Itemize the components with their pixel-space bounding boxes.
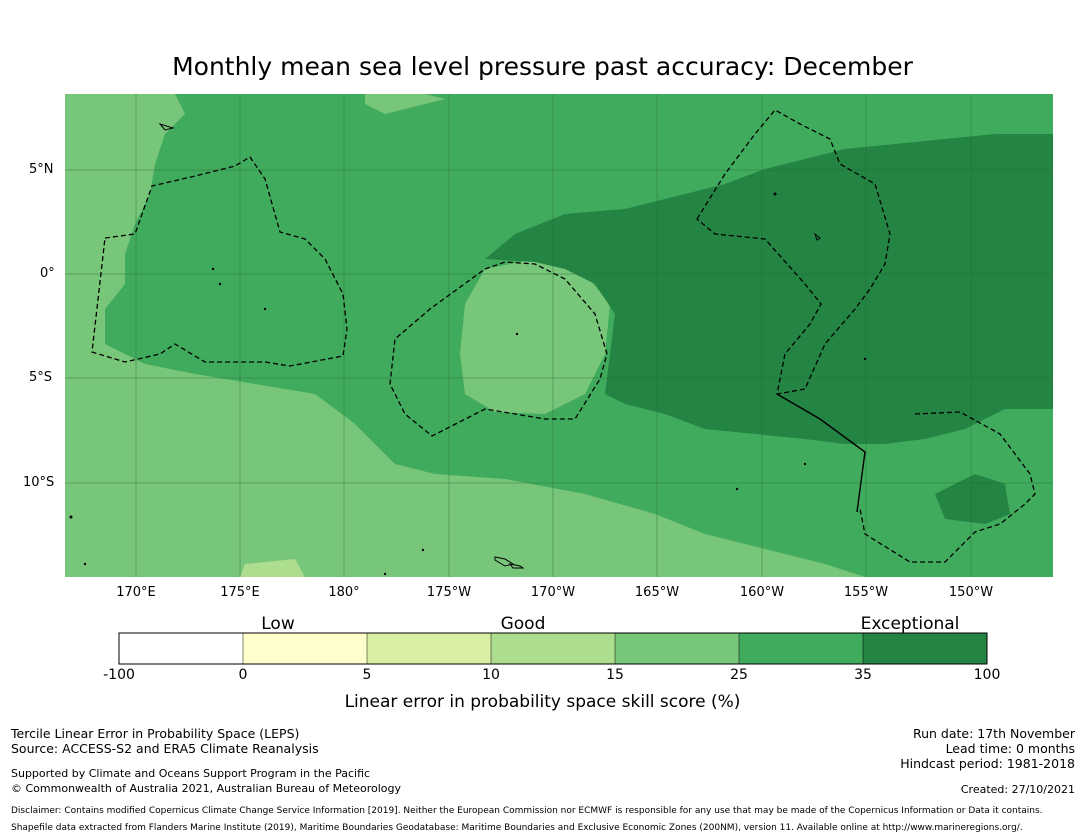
eez-boundary-west [91, 156, 348, 367]
island-dot [218, 282, 222, 286]
lon-label: 170°E [116, 585, 156, 600]
lon-label: 165°W [634, 585, 680, 600]
disclaimer: Disclaimer: Contains modified Copernicus… [11, 806, 1043, 816]
lon-label: 180° [328, 585, 360, 600]
category-low: Low [261, 614, 295, 634]
island [508, 563, 525, 569]
island-dot [863, 357, 867, 361]
colorbar-label: Linear error in probability space skill … [344, 692, 741, 712]
colorbar-segment [367, 633, 491, 664]
island-dot [263, 307, 267, 311]
lon-label: 175°E [220, 585, 260, 600]
lon-label: 170°W [530, 585, 576, 600]
lon-label: 175°W [426, 585, 472, 600]
colorbar-tick: 5 [362, 667, 372, 683]
island-dot [735, 487, 739, 491]
run-date: Run date: 17th November [912, 726, 1075, 741]
colorbar-tick: 10 [482, 667, 500, 683]
island [158, 123, 175, 131]
island-dot [69, 515, 73, 519]
colorbar-segment [491, 633, 615, 664]
colorbar-tick: 15 [606, 667, 624, 683]
colorbar-tick: 35 [854, 667, 872, 683]
island-dot [383, 572, 387, 576]
island [494, 556, 515, 567]
lon-label: 150°W [948, 585, 994, 600]
region-15-25-north [365, 94, 445, 114]
colorbar-segment [119, 633, 243, 664]
created-date: Created: 27/10/2021 [960, 783, 1075, 796]
source-text: Source: ACCESS-S2 and ERA5 Climate Reana… [11, 741, 319, 756]
island-dot [211, 267, 215, 271]
skill-map [65, 94, 1053, 577]
island [813, 232, 821, 241]
chart-title: Monthly mean sea level pressure past acc… [172, 52, 913, 81]
shapefile-credit: Shapefile data extracted from Flanders M… [11, 823, 1023, 833]
lat-label: 5°S [29, 370, 53, 385]
eez-boundary-east-north [696, 109, 891, 395]
eez-boundary-central [389, 261, 608, 437]
lon-label: 160°W [739, 585, 785, 600]
island-dot [515, 332, 519, 336]
region-35-100 [485, 134, 1053, 444]
region-15-25-central [460, 259, 610, 414]
region-light-south [240, 559, 305, 577]
colorbar [118, 632, 988, 665]
hindcast-period: Hindcast period: 1981-2018 [900, 756, 1075, 771]
island-dot [803, 462, 807, 466]
colorbar-segment [243, 633, 367, 664]
category-good: Good [500, 614, 546, 634]
colorbar-tick: 100 [973, 667, 1001, 683]
colorbar-segment [739, 633, 863, 664]
island-dot [773, 192, 777, 196]
colorbar-segment [863, 633, 987, 664]
copyright-text: © Commonwealth of Australia 2021, Austra… [11, 782, 401, 795]
island-dot [421, 548, 425, 552]
region-15-25-west [65, 94, 865, 577]
colorbar-tick: 0 [238, 667, 248, 683]
lat-label: 5°N [29, 162, 54, 177]
eez-boundary-east-south [859, 411, 1036, 563]
method-text: Tercile Linear Error in Probability Spac… [11, 726, 300, 741]
graticule [65, 94, 1053, 577]
lat-label: 0° [40, 266, 55, 281]
colorbar-segment [615, 633, 739, 664]
region-35-100-south [935, 474, 1010, 524]
lat-label: 10°S [23, 475, 55, 490]
island-dot [83, 562, 87, 566]
colorbar-tick: 25 [730, 667, 748, 683]
category-exceptional: Exceptional [860, 614, 960, 634]
lon-label: 155°W [843, 585, 889, 600]
eez-boundary-solid [776, 393, 866, 513]
lead-time: Lead time: 0 months [945, 741, 1075, 756]
colorbar-frame [118, 632, 988, 665]
support-text: Supported by Climate and Oceans Support … [11, 767, 371, 780]
colorbar-tick: -100 [103, 667, 135, 683]
